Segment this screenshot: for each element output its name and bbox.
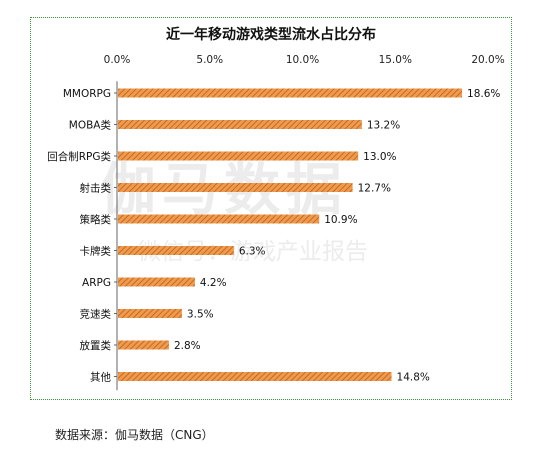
bar-value-label: 4.2% — [200, 277, 227, 289]
category-label: 策略类 — [80, 213, 112, 226]
bar-value-label: 6.3% — [239, 246, 266, 258]
bar-value-label: 3.5% — [187, 309, 214, 321]
category-label: 射击类 — [80, 182, 112, 195]
chart-frame: 近一年移动游戏类型流水占比分布 0.0% 5.0% 10.0% 15.0% 20.0% … — [30, 17, 512, 400]
bar — [118, 309, 182, 318]
x-axis: 0.0% 5.0% 10.0% 15.0% 20.0% — [104, 54, 505, 66]
bar-chart: 近一年移动游戏类型流水占比分布 0.0% 5.0% 10.0% 15.0% 20.0% … — [47, 26, 505, 391]
bar-value-label: 13.2% — [367, 120, 400, 132]
bar — [118, 120, 362, 129]
chart-title: 近一年移动游戏类型流水占比分布 — [166, 26, 376, 43]
data-source-note: 数据来源：伽马数据（CNG） — [55, 428, 214, 442]
bar — [118, 246, 234, 255]
category-label: ARPG — [82, 277, 111, 289]
category-label: MMORPG — [63, 88, 111, 100]
bar — [118, 214, 320, 224]
bar-value-label: 12.7% — [358, 183, 391, 195]
category-label: 其他 — [90, 371, 111, 384]
bar-value-label: 14.8% — [397, 372, 430, 384]
bar-value-label: 18.6% — [467, 88, 500, 100]
x-tick-label: 0.0% — [104, 54, 131, 66]
bar-value-label: 13.0% — [363, 151, 396, 163]
x-tick-label: 15.0% — [379, 54, 412, 66]
bar-series: MMORPG 18.6% MOBA类 13.2% 回合制RPG类 13.0% 射击类 12.7… — [47, 88, 500, 384]
x-tick-label: 20.0% — [471, 54, 504, 66]
category-label: 回合制RPG类 — [47, 150, 111, 163]
bar — [118, 372, 392, 381]
category-label: MOBA类 — [69, 119, 112, 132]
category-label: 卡牌类 — [80, 245, 112, 258]
category-label: 竞速类 — [80, 308, 112, 321]
x-tick-label: 5.0% — [196, 54, 223, 66]
bar — [118, 277, 195, 287]
bar — [118, 88, 463, 98]
category-label: 放置类 — [80, 339, 112, 352]
bar — [118, 340, 169, 350]
bar-value-label: 10.9% — [324, 214, 357, 226]
bar-value-label: 2.8% — [174, 340, 201, 352]
bar — [118, 183, 353, 192]
x-tick-label: 10.0% — [286, 54, 319, 66]
bar — [118, 151, 359, 161]
